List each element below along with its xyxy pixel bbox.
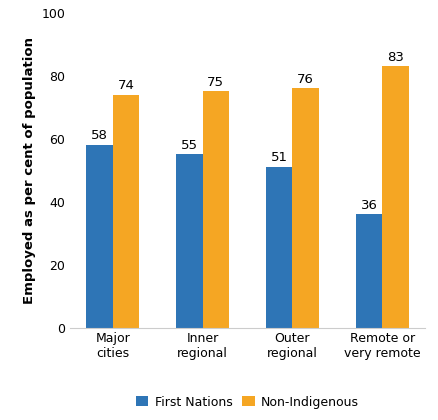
- Text: 58: 58: [91, 129, 108, 142]
- Text: 55: 55: [181, 139, 198, 152]
- Text: 51: 51: [271, 152, 288, 164]
- Text: 75: 75: [207, 76, 224, 89]
- Bar: [202, 92, 229, 328]
- Text: 36: 36: [360, 199, 378, 212]
- Bar: [113, 94, 139, 328]
- Y-axis label: Employed as per cent of population: Employed as per cent of population: [23, 37, 36, 304]
- Bar: [266, 167, 293, 328]
- Bar: [86, 145, 113, 328]
- Text: 74: 74: [117, 79, 134, 92]
- Bar: [382, 66, 409, 328]
- Bar: [356, 214, 382, 328]
- Bar: [293, 88, 319, 328]
- Text: 76: 76: [297, 73, 314, 86]
- Text: 83: 83: [387, 51, 404, 64]
- Legend: First Nations, Non-Indigenous: First Nations, Non-Indigenous: [131, 391, 364, 414]
- Bar: [176, 155, 202, 328]
